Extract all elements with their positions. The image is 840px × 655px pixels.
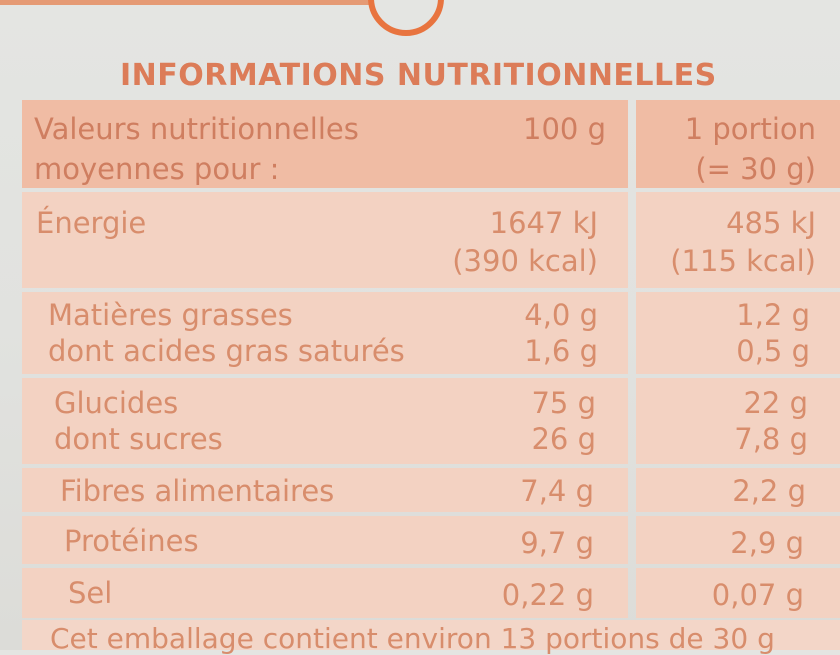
header-portion-line2: (= 30 g) [695, 152, 816, 186]
fat-100g: 4,0 g [524, 298, 598, 332]
table-row-proteines: Protéines 9,7 g 2,9 g [22, 516, 840, 564]
salt-portion: 0,07 g [711, 578, 804, 612]
header-100g: 100 g [523, 112, 606, 146]
proteins-100g: 9,7 g [520, 526, 594, 560]
row-label: Protéines [64, 524, 199, 558]
energy-100g-kj: 1647 kJ [489, 206, 598, 240]
energy-100g-kcal: (390 kcal) [452, 244, 598, 278]
footer-band [22, 620, 840, 650]
header-label-line2: moyennes pour : [34, 152, 280, 186]
row-label: Glucides [54, 386, 179, 420]
header-label-cell: Valeurs nutritionnelles moyennes pour : [22, 100, 478, 188]
portions-footer-note: Cet emballage contient environ 13 portio… [50, 622, 775, 655]
fibres-100g: 7,4 g [520, 474, 594, 508]
salt-100g: 0,22 g [501, 578, 594, 612]
table-row-matieres-grasses: Matières grasses dont acides gras saturé… [22, 292, 840, 374]
table-row-energie: Énergie 1647 kJ (390 kcal) 485 kJ (115 k… [22, 192, 840, 288]
saturated-fat-portion: 0,5 g [736, 334, 810, 368]
row-label: Matières grasses [48, 298, 293, 332]
row-label: Énergie [36, 206, 147, 240]
header-portion-line1: 1 portion [684, 112, 816, 146]
proteins-portion: 2,9 g [730, 526, 804, 560]
carbs-100g: 75 g [531, 386, 596, 420]
row-label: Sel [68, 576, 113, 610]
header-100g-cell: 100 g [478, 100, 628, 188]
table-row-sel: Sel 0,22 g 0,07 g [22, 568, 840, 618]
fibres-portion: 2,2 g [732, 474, 806, 508]
nutrition-title: INFORMATIONS NUTRITIONNELLES [120, 58, 717, 93]
table-row-glucides: Glucides dont sucres 75 g 26 g 22 g 7,8 … [22, 378, 840, 464]
top-divider-line [0, 0, 370, 5]
row-sub-label: dont sucres [54, 422, 223, 456]
row-label: Fibres alimentaires [60, 474, 335, 508]
logo-circle-icon [368, 0, 444, 36]
energy-portion-kj: 485 kJ [726, 206, 816, 240]
header-portion-cell: 1 portion (= 30 g) [636, 100, 840, 188]
carbs-portion: 22 g [743, 386, 808, 420]
row-sub-label: dont acides gras saturés [48, 334, 405, 368]
nutrition-table: Valeurs nutritionnelles moyennes pour : … [22, 100, 840, 620]
header-label-line1: Valeurs nutritionnelles [34, 112, 359, 146]
saturated-fat-100g: 1,6 g [524, 334, 598, 368]
sugars-100g: 26 g [531, 422, 596, 456]
sugars-portion: 7,8 g [734, 422, 808, 456]
table-row-fibres: Fibres alimentaires 7,4 g 2,2 g [22, 468, 840, 512]
energy-portion-kcal: (115 kcal) [670, 244, 816, 278]
fat-portion: 1,2 g [736, 298, 810, 332]
table-header-row: Valeurs nutritionnelles moyennes pour : … [22, 100, 840, 188]
